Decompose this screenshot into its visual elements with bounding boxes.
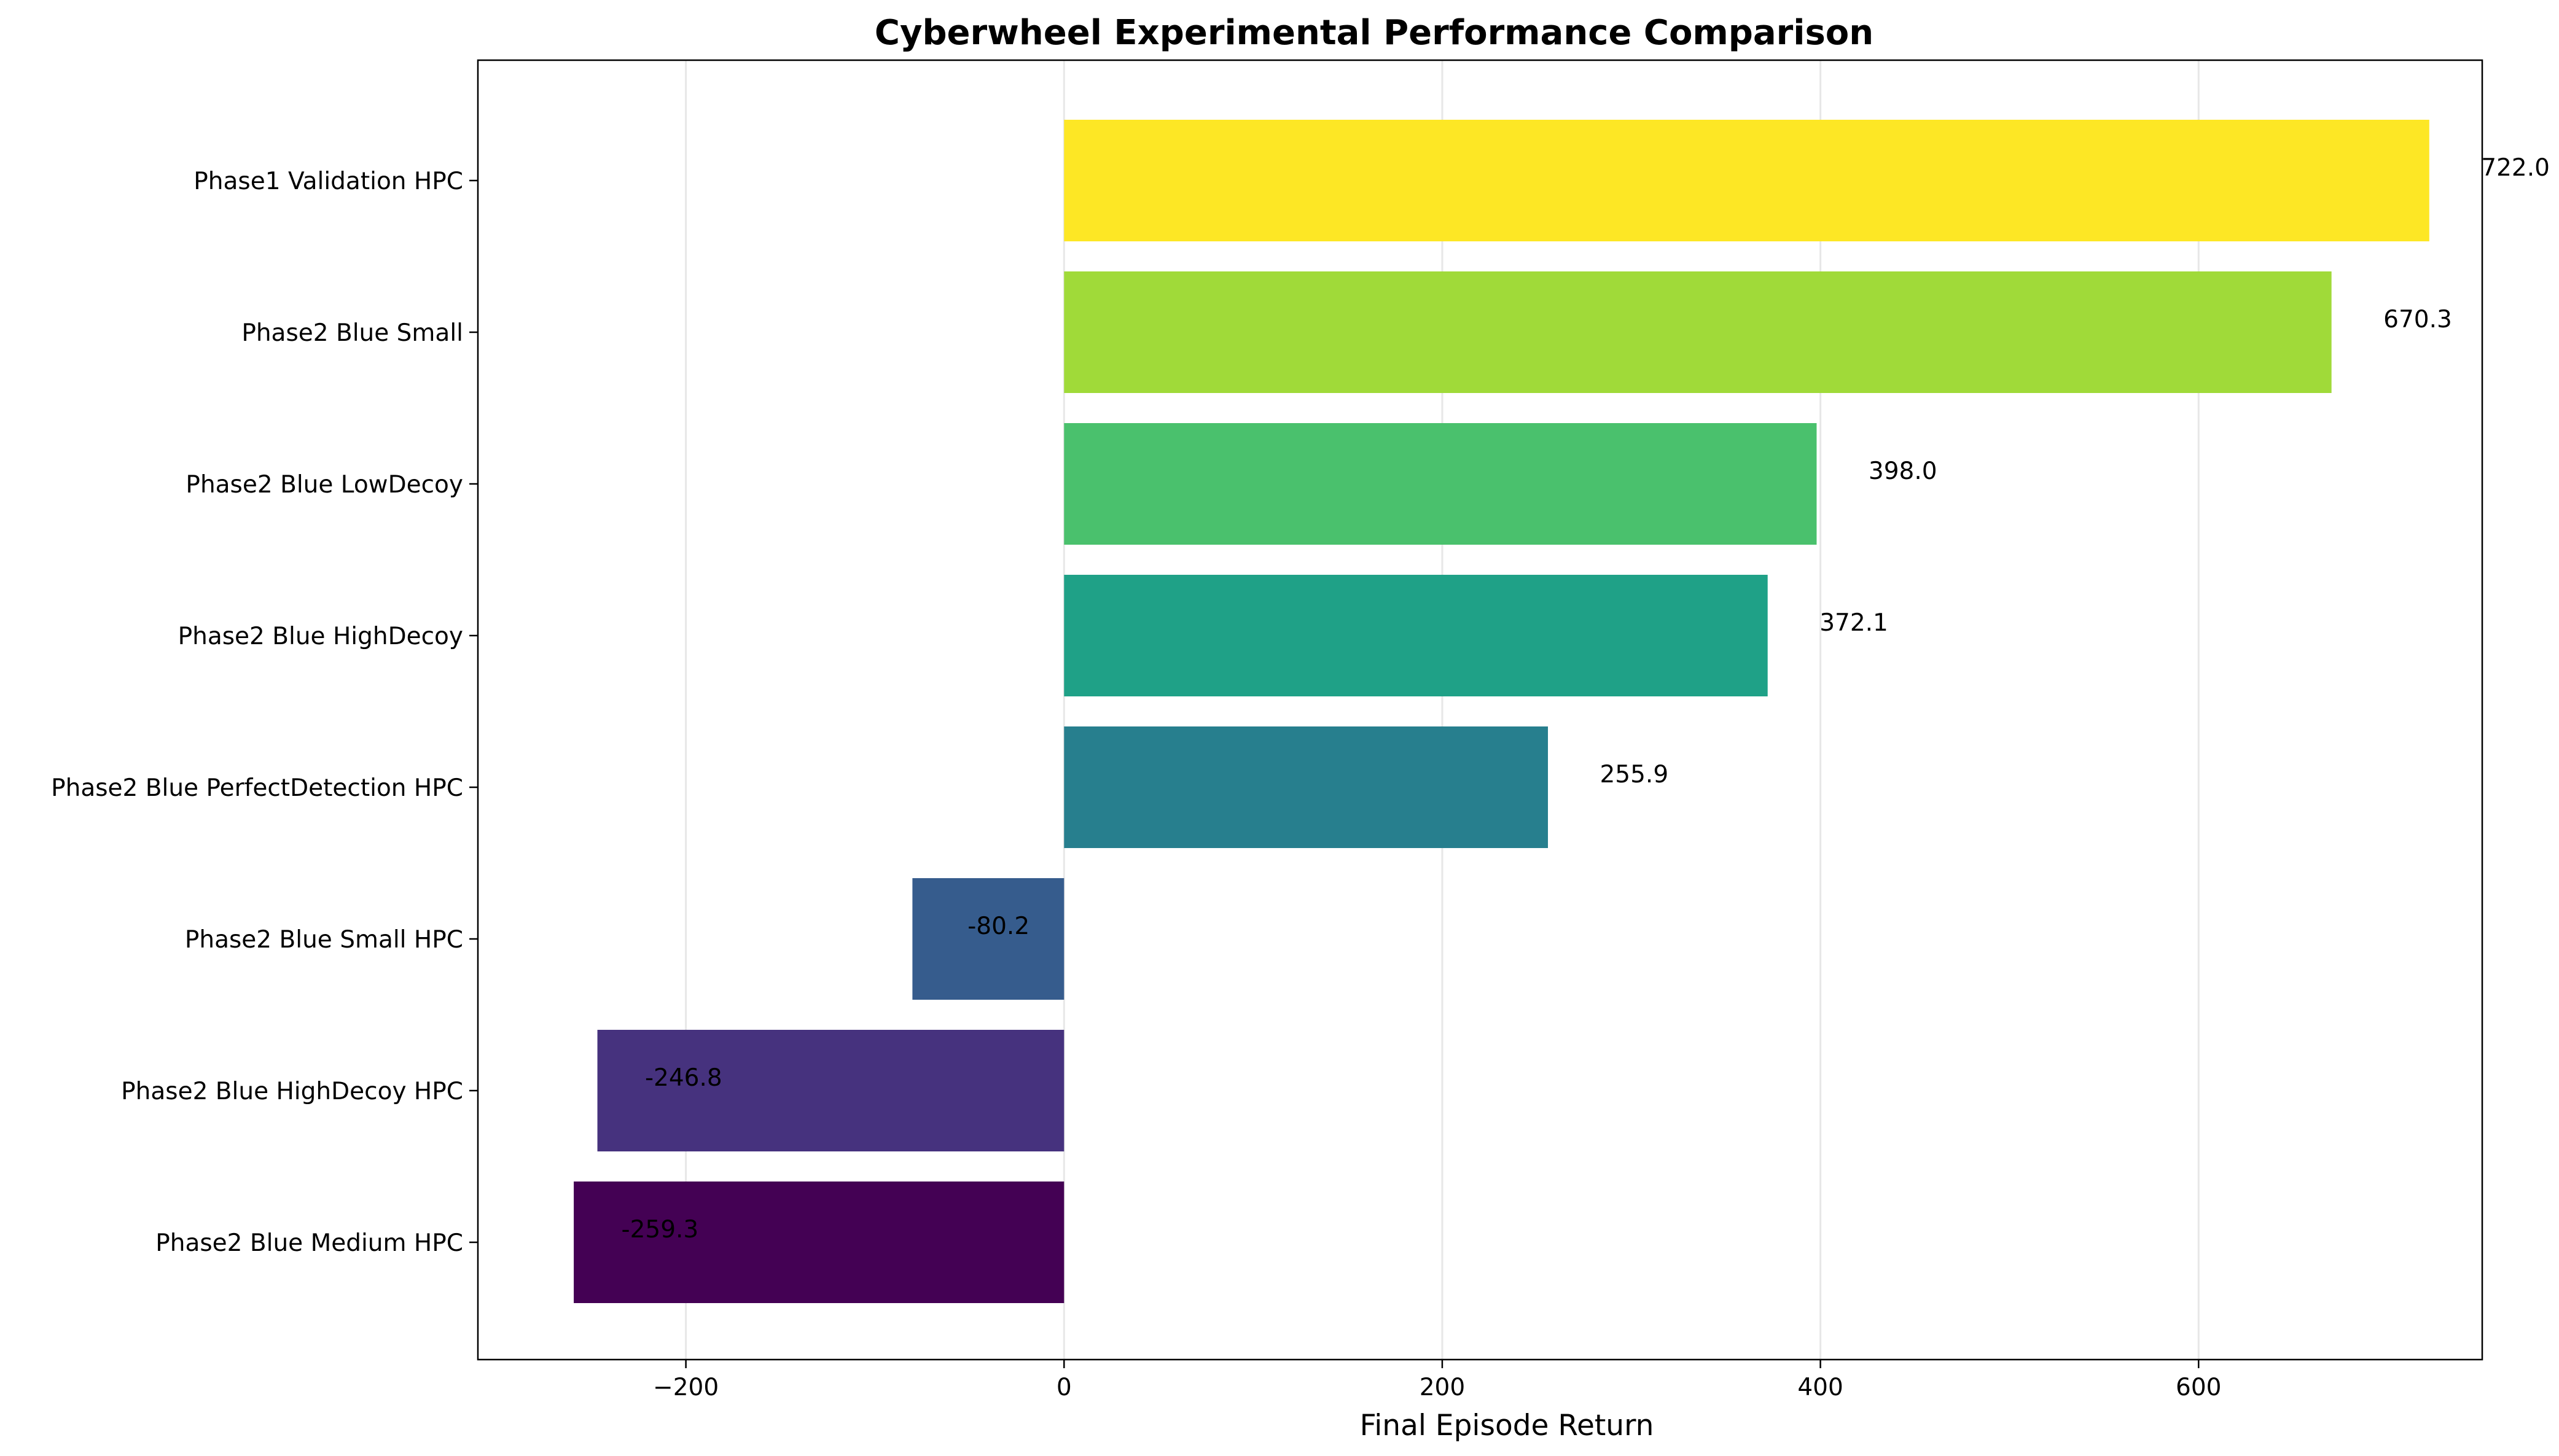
data-label: -259.3 (622, 1216, 699, 1244)
y-tick-label: Phase2 Blue HighDecoy HPC (121, 1078, 463, 1105)
y-tick-label: Phase2 Blue Small (241, 319, 463, 347)
x-axis-label: Final Episode Return (1360, 1409, 1654, 1442)
y-axis-ticks: Phase1 Validation HPC Phase2 Blue Small Ph… (51, 168, 478, 1257)
y-tick-label: Phase2 Blue Small HPC (185, 926, 463, 954)
bar (1064, 120, 2429, 241)
y-tick-label: Phase2 Blue Medium HPC (155, 1229, 463, 1257)
bar (1064, 575, 1768, 696)
data-label: 372.1 (1819, 609, 1888, 637)
bar (597, 1030, 1065, 1151)
data-label: -246.8 (645, 1064, 722, 1092)
bar (1064, 423, 1817, 545)
y-tick-label: Phase2 Blue PerfectDetection HPC (51, 774, 463, 802)
data-label: 255.9 (1600, 761, 1668, 788)
bars (574, 120, 2429, 1303)
x-tick-label: 0 (1057, 1374, 1072, 1401)
x-axis-ticks: −200 0 200 400 600 (653, 1360, 2221, 1401)
data-label: 722.0 (2481, 154, 2550, 182)
x-tick-label: 200 (1420, 1374, 1465, 1401)
bar (912, 878, 1065, 1000)
data-label: 398.0 (1869, 457, 1937, 485)
x-tick-label: 600 (2176, 1374, 2221, 1401)
bar (574, 1182, 1065, 1303)
grid-lines (685, 60, 2200, 1360)
bar (1064, 726, 1549, 848)
plot-frame (477, 59, 2483, 1361)
y-tick-label: Phase1 Validation HPC (193, 168, 463, 195)
chart-title: Cyberwheel Experimental Performance Comp… (875, 13, 1873, 53)
x-tick-label: 400 (1797, 1374, 1843, 1401)
data-labels: 722.0 670.3 398.0 372.1 255.9 -80.2 -246.8 -259… (622, 154, 2550, 1244)
data-label: -80.2 (967, 913, 1029, 940)
y-tick-label: Phase2 Blue LowDecoy (186, 471, 463, 499)
bar (1064, 271, 2332, 393)
data-label: 670.3 (2383, 306, 2452, 333)
x-tick-label: −200 (653, 1374, 719, 1401)
y-tick-label: Phase2 Blue HighDecoy (178, 623, 463, 650)
